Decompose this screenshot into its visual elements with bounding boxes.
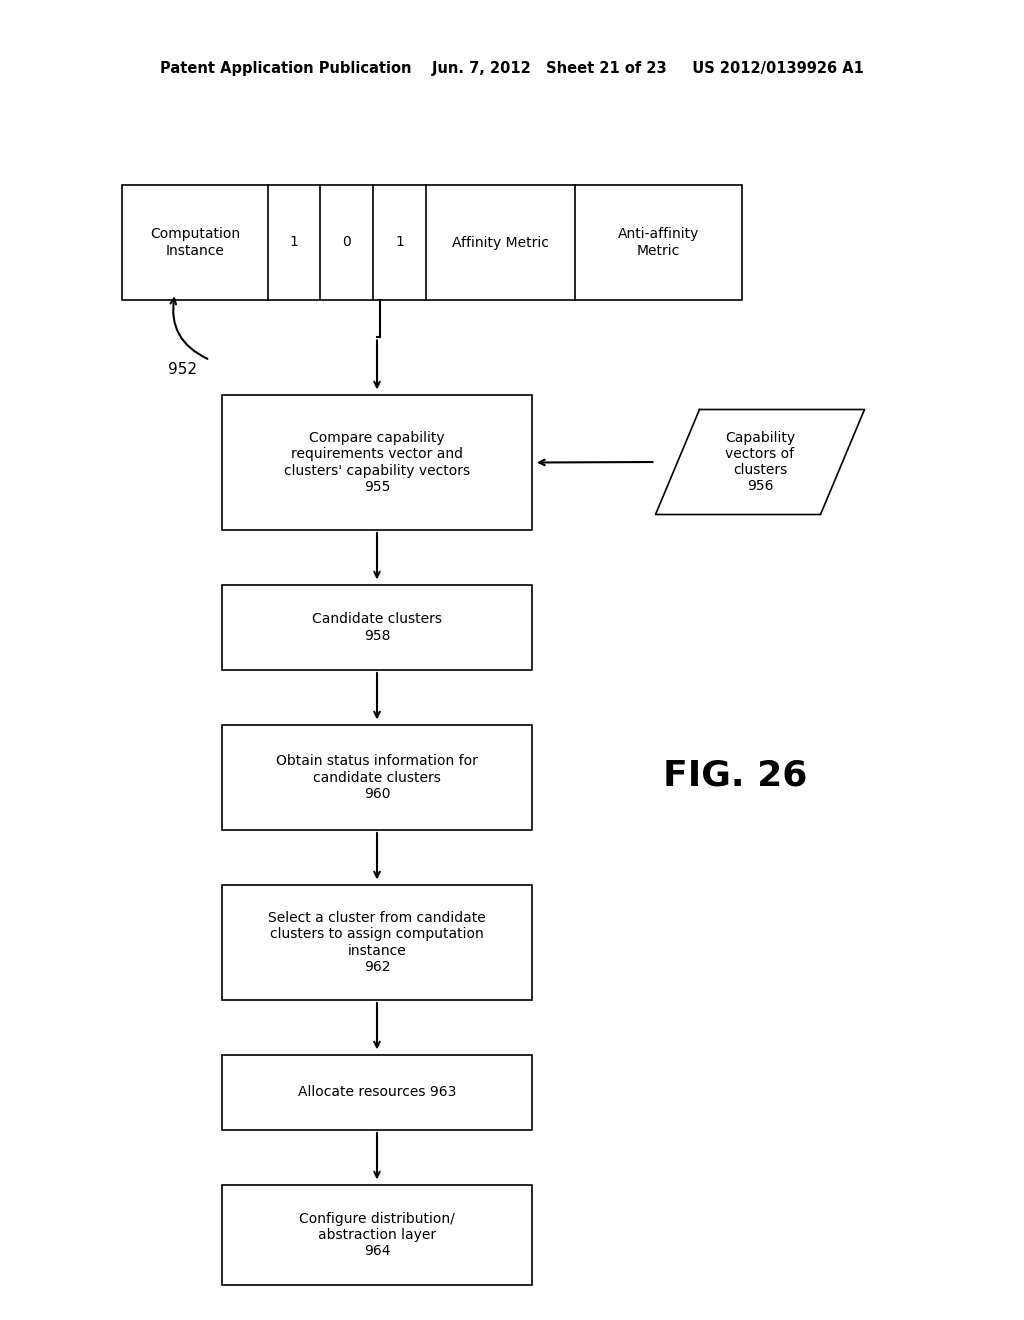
Text: Allocate resources 963: Allocate resources 963: [298, 1085, 456, 1100]
Text: Select a cluster from candidate
clusters to assign computation
instance
962: Select a cluster from candidate clusters…: [268, 911, 485, 974]
Text: 952: 952: [168, 363, 197, 378]
Text: Capability
vectors of
clusters
956: Capability vectors of clusters 956: [725, 430, 795, 494]
Polygon shape: [655, 409, 864, 515]
Text: Computation
Instance: Computation Instance: [150, 227, 240, 257]
Bar: [222, 585, 532, 671]
Bar: [222, 395, 532, 531]
Bar: [122, 185, 742, 300]
Text: 1: 1: [395, 235, 403, 249]
Text: Affinity Metric: Affinity Metric: [452, 235, 549, 249]
Bar: [222, 1055, 532, 1130]
Bar: [222, 1185, 532, 1284]
Text: Candidate clusters
958: Candidate clusters 958: [312, 612, 442, 643]
Text: Configure distribution/
abstraction layer
964: Configure distribution/ abstraction laye…: [299, 1212, 455, 1258]
Text: Patent Application Publication    Jun. 7, 2012   Sheet 21 of 23     US 2012/0139: Patent Application Publication Jun. 7, 2…: [160, 61, 864, 75]
Text: FIG. 26: FIG. 26: [663, 758, 807, 792]
Bar: [222, 884, 532, 1001]
Text: Obtain status information for
candidate clusters
960: Obtain status information for candidate …: [276, 754, 478, 801]
Bar: [222, 725, 532, 830]
Text: 0: 0: [342, 235, 351, 249]
Text: Anti-affinity
Metric: Anti-affinity Metric: [617, 227, 699, 257]
Text: Compare capability
requirements vector and
clusters' capability vectors
955: Compare capability requirements vector a…: [284, 432, 470, 494]
Text: 1: 1: [290, 235, 298, 249]
